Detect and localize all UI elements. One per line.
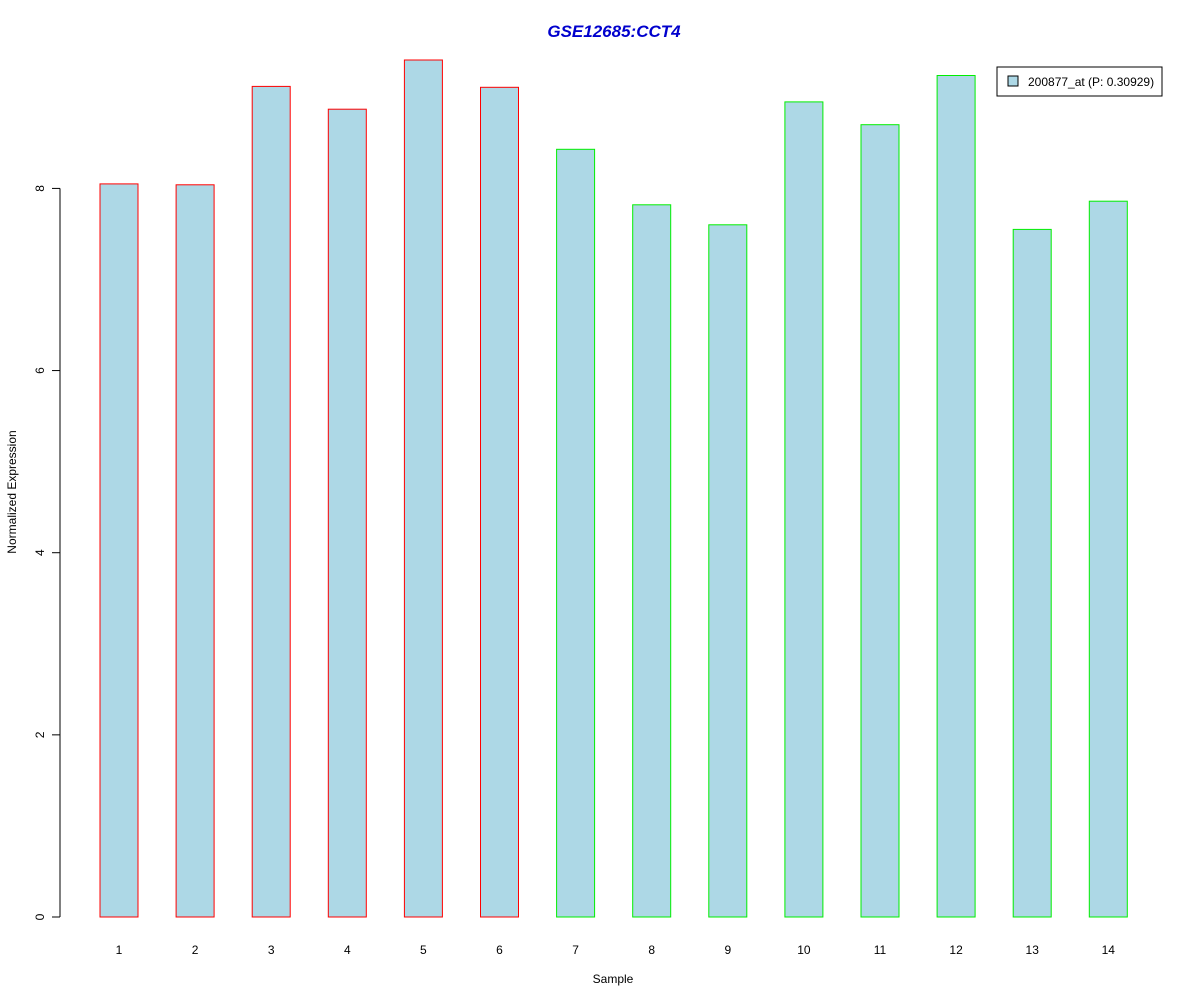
x-axis-label: Sample: [593, 972, 634, 986]
bar-sample-2: [175, 184, 215, 918]
legend: 200877_at (P: 0.30929): [996, 66, 1163, 97]
bar-sample-11: [860, 124, 900, 918]
bar-sample-12: [936, 75, 976, 918]
bar-sample-5: [403, 59, 443, 918]
bar-sample-7: [556, 148, 596, 918]
y-tick-label: 6: [33, 367, 47, 374]
x-tick-label: 13: [1026, 943, 1040, 957]
bar-sample-3: [251, 85, 291, 918]
y-tick-label: 0: [33, 913, 47, 920]
x-tick-label: 4: [344, 943, 351, 957]
x-tick-label: 8: [648, 943, 655, 957]
bar-sample-1: [99, 183, 139, 918]
x-tick-label: 14: [1102, 943, 1116, 957]
legend-box: [996, 66, 1163, 97]
x-tick-label: 12: [949, 943, 963, 957]
x-tick-label: 6: [496, 943, 503, 957]
bar-sample-13: [1012, 228, 1052, 918]
y-tick-label: 8: [33, 185, 47, 192]
bar-sample-8: [632, 204, 672, 918]
bar-sample-14: [1088, 200, 1128, 918]
legend-entry-label: 200877_at (P: 0.30929): [1028, 75, 1154, 89]
x-tick-label: 10: [797, 943, 811, 957]
x-tick-label: 3: [268, 943, 275, 957]
x-tick-labels: 1 2 3 4 5 6 7 8 9 10 11 12 13 14: [116, 943, 1116, 957]
y-axis-label: Normalized Expression: [5, 430, 19, 553]
x-tick-label: 5: [420, 943, 427, 957]
bar-sample-6: [480, 86, 519, 918]
x-tick-label: 11: [874, 943, 887, 957]
bars: [99, 59, 1128, 918]
x-tick-label: 7: [572, 943, 579, 957]
legend-swatch: [1007, 75, 1019, 87]
y-axis: 0 2 4 6 8: [33, 185, 61, 920]
bar-sample-4: [327, 108, 367, 918]
chart-title: GSE12685:CCT4: [547, 22, 681, 41]
x-tick-label: 9: [724, 943, 731, 957]
bar-sample-10: [784, 101, 824, 918]
x-tick-label: 1: [116, 943, 123, 957]
y-tick-label: 2: [33, 731, 47, 738]
y-tick-label: 4: [33, 549, 47, 556]
bar-sample-9: [708, 224, 748, 918]
x-tick-label: 2: [192, 943, 199, 957]
